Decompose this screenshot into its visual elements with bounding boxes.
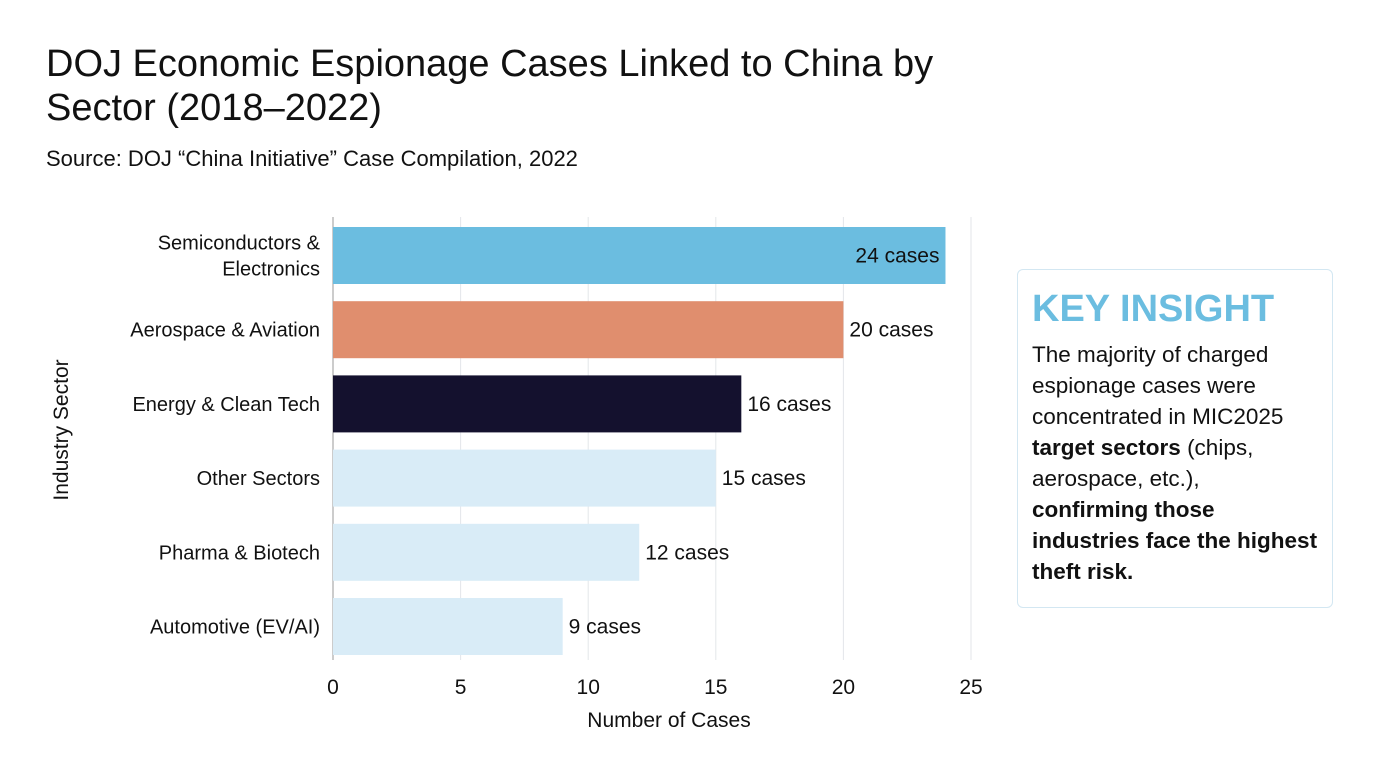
insight-text: The majority of charged espionage cases … <box>1032 339 1318 587</box>
x-tick-label: 0 <box>327 676 339 699</box>
data-label: 16 cases <box>747 393 831 416</box>
insight-heading: KEY INSIGHT <box>1032 288 1275 330</box>
data-label: 15 cases <box>722 467 806 490</box>
bar <box>333 375 742 433</box>
y-tick-label: Semiconductors & <box>158 233 321 255</box>
bar <box>333 301 844 359</box>
insight-bold-2: confirming those industries face the hig… <box>1032 497 1318 584</box>
data-label: 9 cases <box>569 616 641 639</box>
y-tick-label: Automotive (EV/AI) <box>150 617 320 639</box>
chart-title: DOJ Economic Espionage Cases Linked to C… <box>46 43 934 129</box>
insight-text-1: The majority of charged espionage cases … <box>1032 342 1284 429</box>
bar <box>333 523 640 581</box>
data-label: 20 cases <box>849 319 933 342</box>
key-insight-box: KEY INSIGHT The majority of charged espi… <box>1017 269 1333 608</box>
x-axis-label: Number of Cases <box>587 709 750 732</box>
x-tick-label: 5 <box>455 676 467 699</box>
chart-subtitle: Source: DOJ “China Initiative” Case Comp… <box>46 146 578 171</box>
x-tick-label: 25 <box>959 676 982 699</box>
insight-text-2: (chips, aerospace, etc.), <box>1032 435 1254 491</box>
insight-bold-1: target sectors <box>1032 435 1181 460</box>
y-tick-label: Pharma & Biotech <box>159 542 320 564</box>
bar <box>333 598 563 655</box>
y-tick-label: Aerospace & Aviation <box>130 320 320 342</box>
x-tick-label: 15 <box>704 676 727 699</box>
bar <box>333 227 946 284</box>
y-axis-label: Industry Sector <box>50 359 73 500</box>
y-tick-label: Other Sectors <box>197 468 320 490</box>
data-label: 24 cases <box>855 245 939 268</box>
y-tick-label: Electronics <box>222 259 320 281</box>
data-label: 12 cases <box>645 541 729 564</box>
x-tick-label: 20 <box>832 676 855 699</box>
x-tick-label: 10 <box>577 676 600 699</box>
bar <box>333 449 716 507</box>
y-tick-label: Energy & Clean Tech <box>132 394 320 416</box>
